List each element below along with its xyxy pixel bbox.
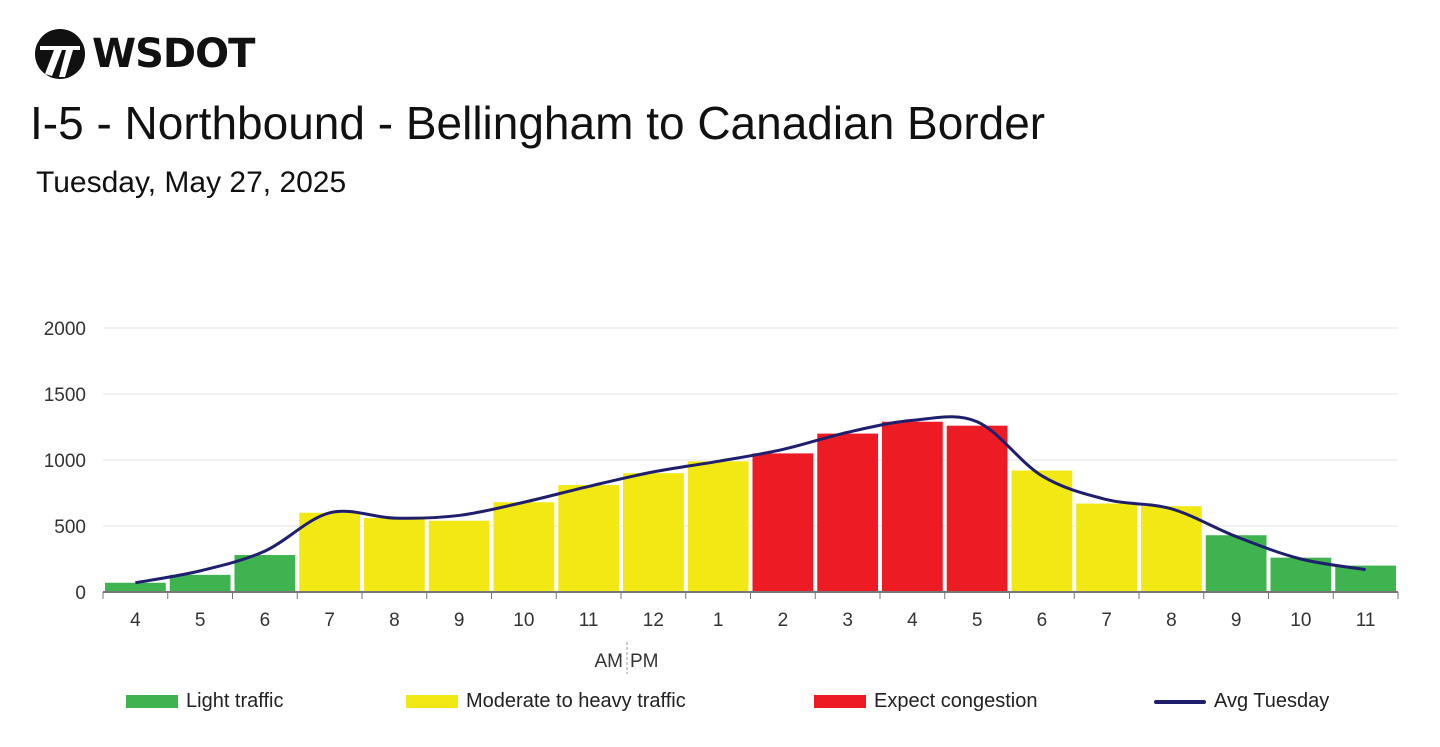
bar-moderate [623, 473, 684, 592]
bar-moderate [1076, 503, 1137, 592]
bar-light [234, 555, 296, 592]
y-tick-label: 500 [54, 517, 86, 538]
legend-moderate-swatch [406, 695, 458, 708]
y-tick-label: 1500 [44, 385, 86, 406]
x-tick-label: 11 [1356, 610, 1376, 631]
x-tick-label: 7 [1101, 610, 1112, 631]
grid-lines [103, 327, 1398, 527]
x-tick-label: 4 [130, 610, 141, 631]
y-tick-label: 2000 [44, 319, 86, 340]
x-tick-label: 10 [513, 610, 534, 631]
am-label: AM [595, 651, 624, 672]
bar-moderate [558, 485, 619, 592]
bar-congestion [752, 453, 814, 592]
chart-title: I-5 - Northbound - Bellingham to Canadia… [30, 97, 1046, 149]
x-tick-label: 6 [1037, 610, 1048, 631]
wsdot-logo: WSDOT [34, 28, 255, 80]
legend-avg: Avg Tuesday [1154, 690, 1329, 713]
bar-moderate [299, 512, 360, 592]
x-tick-label: 9 [454, 610, 465, 631]
legend-avg-label: Avg Tuesday [1214, 690, 1330, 712]
x-tick-label: 1 [713, 610, 724, 631]
legend-congestion-swatch [814, 695, 866, 708]
bar-moderate [1011, 470, 1073, 592]
pm-label: PM [630, 651, 659, 672]
legend-moderate-label: Moderate to heavy traffic [466, 690, 686, 712]
x-axis-ticks: 4 5 6 7 8 9 10 11 12 1 2 3 4 5 6 7 8 9 10 11 [130, 610, 1375, 631]
x-tick-label: 8 [1166, 610, 1177, 631]
bar-moderate [364, 518, 425, 592]
bar-light [1335, 565, 1396, 592]
x-tick-label: 9 [1231, 610, 1242, 631]
legend-congestion-label: Expect congestion [874, 690, 1038, 712]
x-tick-label: 6 [260, 610, 271, 631]
y-tick-label: 1000 [44, 451, 86, 472]
x-tick-label: 7 [324, 610, 335, 631]
avg-tuesday-line [135, 415, 1366, 585]
bar-light [169, 574, 231, 592]
bar-light [105, 582, 166, 592]
chart-subtitle: Tuesday, May 27, 2025 [36, 166, 347, 199]
bar-congestion [817, 433, 878, 592]
bar-moderate [687, 461, 749, 592]
x-tick-label: 3 [842, 610, 853, 631]
x-tick-label: 8 [389, 610, 400, 631]
x-tick-label: 11 [579, 610, 599, 631]
x-tick-label: 4 [907, 610, 918, 631]
bar-moderate [428, 520, 490, 592]
bar-moderate [1141, 506, 1202, 592]
legend-congestion: Expect congestion [814, 690, 1037, 713]
x-tick-label: 10 [1290, 610, 1311, 631]
bars [105, 421, 1396, 592]
x-axis [102, 591, 1399, 599]
x-tick-label: 12 [643, 610, 664, 631]
avg-line-layer [135, 415, 1366, 585]
brand-name: WSDOT [92, 31, 255, 77]
legend-avg-line [1154, 699, 1206, 704]
x-tick-label: 2 [778, 610, 789, 631]
y-tick-label: 0 [75, 583, 86, 604]
bar-congestion [946, 425, 1008, 592]
legend-light-swatch [126, 695, 178, 708]
bar-congestion [882, 421, 943, 592]
x-tick-label: 5 [972, 610, 983, 631]
legend-moderate: Moderate to heavy traffic [406, 690, 686, 713]
legend-light: Light traffic [126, 690, 283, 713]
chart-legend: Light traffic Moderate to heavy traffic … [0, 690, 1440, 720]
wsdot-emblem-icon [35, 29, 85, 79]
ampm-marker: AM PM [595, 642, 659, 674]
legend-light-label: Light traffic [186, 690, 284, 712]
x-tick-label: 5 [195, 610, 206, 631]
bar-moderate [493, 502, 555, 592]
y-axis-ticks: 0 500 1000 1500 2000 [44, 319, 86, 604]
